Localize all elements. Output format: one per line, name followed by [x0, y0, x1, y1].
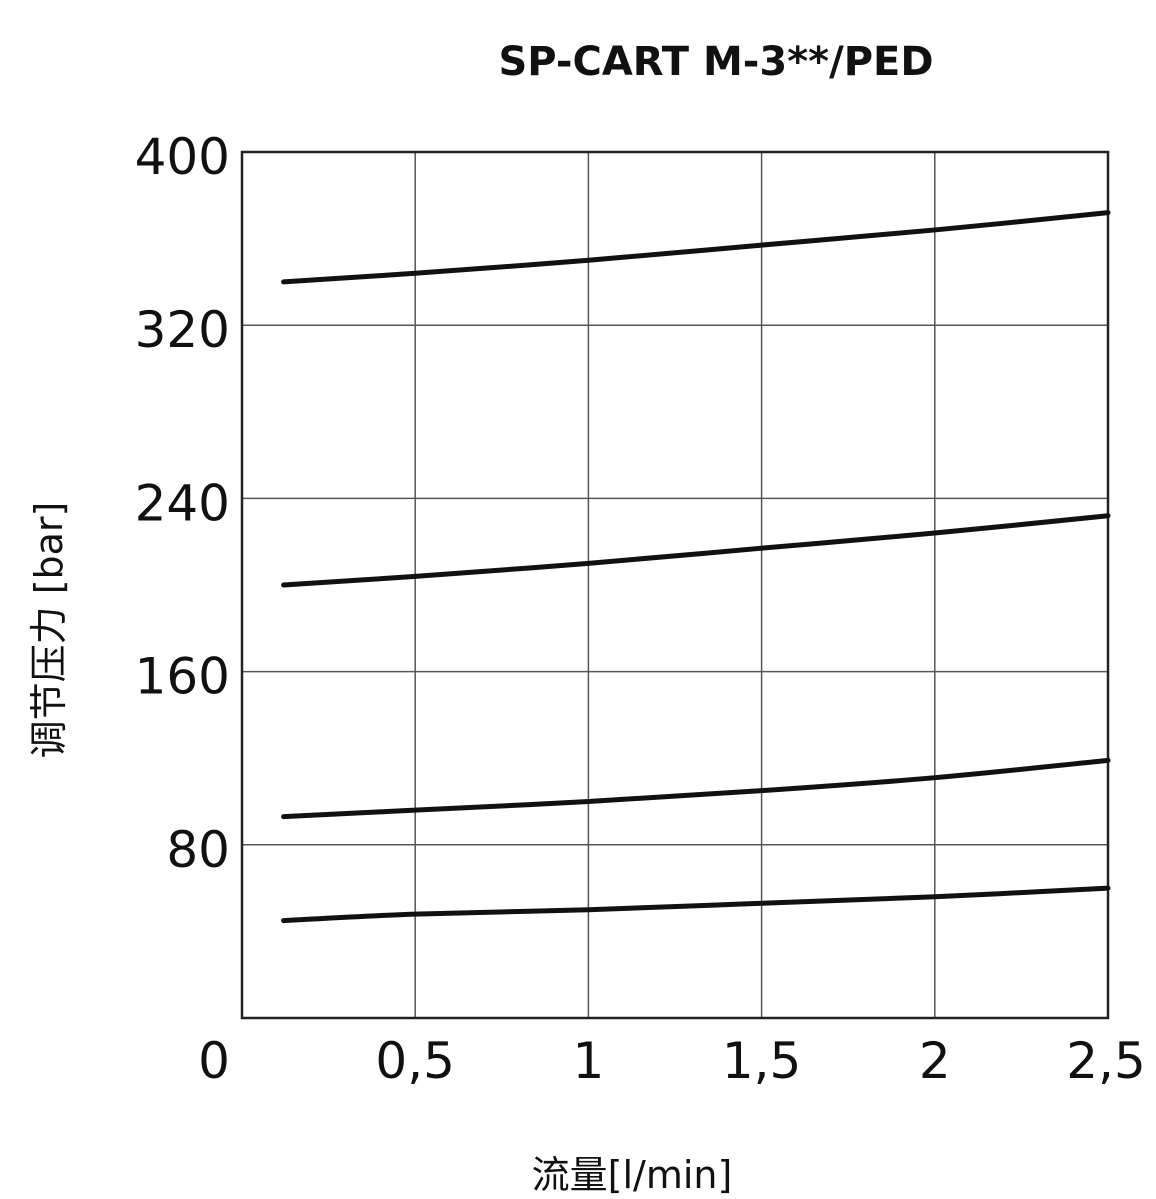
series-line-2	[281, 513, 1111, 588]
x-tick-label-3: 1,5	[722, 1032, 802, 1090]
y-tick-label-2: 240	[135, 474, 230, 532]
series-line-3	[281, 757, 1111, 820]
x-tick-label-1: 0,5	[375, 1032, 455, 1090]
x-tick-label-0: 0	[198, 1032, 230, 1090]
chart-title: SP-CART M-3**/PED	[498, 39, 933, 85]
series-line-1	[281, 210, 1111, 285]
y-axis-label: 调节压力 [bar]	[27, 502, 71, 759]
y-tick-label-1: 160	[135, 648, 230, 706]
x-tick-label-2: 1	[572, 1032, 604, 1090]
y-tick-label-3: 320	[135, 301, 230, 359]
y-tick-label-4: 400	[135, 128, 230, 186]
x-axis-label: 流量[l/min]	[532, 1153, 733, 1197]
x-tick-label-5: 2,5	[1066, 1032, 1146, 1090]
series-line-4	[281, 885, 1111, 924]
plot-frame	[240, 150, 1110, 1020]
y-tick-label-0: 80	[166, 821, 230, 879]
x-tick-label-4: 2	[919, 1032, 951, 1090]
